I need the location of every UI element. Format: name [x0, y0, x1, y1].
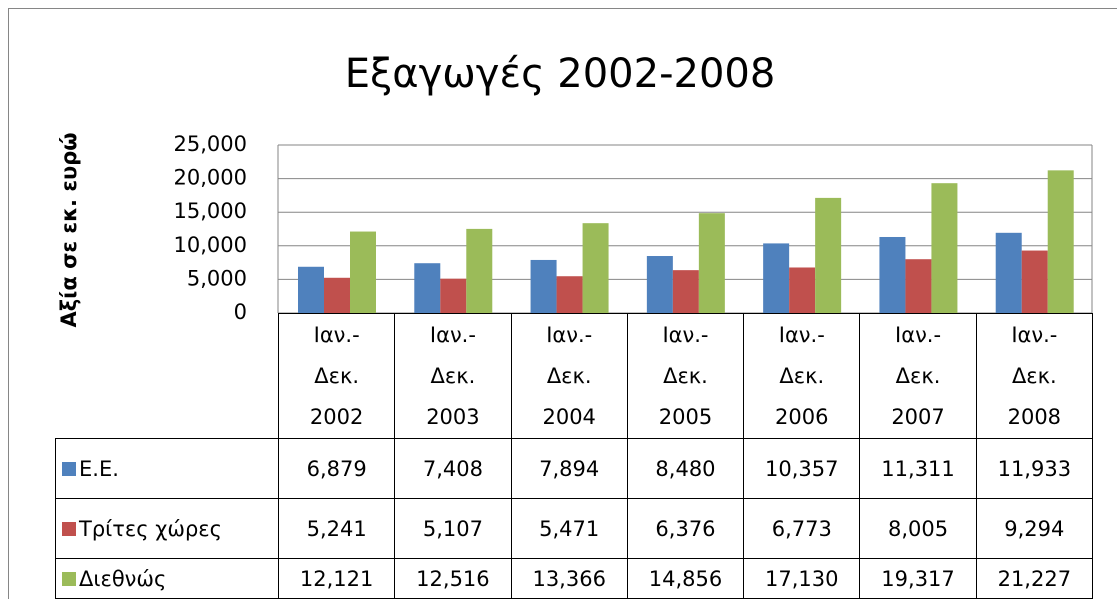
category-cell: Ιαν.- Δεκ. 2006: [743, 313, 861, 439]
value-cell: 12,516: [394, 558, 512, 599]
y-axis-label: Αξία σε εκ. ευρώ: [57, 133, 81, 328]
chart-border: [8, 8, 1117, 599]
bar: [698, 213, 725, 313]
value-cell: 10,357: [743, 438, 861, 499]
bar: [556, 276, 583, 313]
bar: [995, 232, 1022, 313]
value-cell: 9,294: [975, 498, 1093, 559]
bar: [879, 236, 906, 313]
bar: [646, 256, 673, 313]
y-tick-label: 25,000: [174, 132, 247, 156]
legend-key: [62, 571, 76, 586]
legend-label: Τρίτες χώρες: [79, 516, 222, 541]
blank-cell: [56, 314, 279, 439]
category-cell: Ιαν.- Δεκ. 2005: [626, 313, 745, 439]
bar: [815, 197, 842, 313]
legend-cell: Διεθνώς: [55, 558, 279, 599]
bar: [672, 270, 699, 313]
bar: [466, 228, 493, 313]
legend-key: [62, 461, 76, 476]
category-label: Ιαν.- Δεκ. 2004: [542, 322, 596, 429]
header-row: Ιαν.- Δεκ. 2002 Ιαν.- Δεκ. 2003 Ιαν.- Δεκ.…: [56, 313, 1093, 439]
value-cell: 6,879: [277, 438, 396, 499]
category-cell: Ιαν.- Δεκ. 2002: [277, 313, 396, 439]
series-row: Τρίτες χώρες 5,241 5,107 5,471 6,376 6,773 8,0…: [55, 498, 1093, 559]
bar: [1047, 170, 1074, 313]
bar: [789, 267, 816, 313]
series-row: Ε.Ε. 6,879 7,408 7,894 8,480 10,357 11,311 11,9…: [55, 438, 1093, 499]
series-row: Διεθνώς 12,121 12,516 13,366 14,856 17,130 19,…: [55, 558, 1093, 599]
y-tick-label: 10,000: [174, 233, 247, 257]
bar: [905, 259, 932, 313]
category-label: Ιαν.- Δεκ. 2006: [775, 322, 829, 429]
category-label: Ιαν.- Δεκ. 2007: [891, 322, 945, 429]
value-cell: 6,376: [626, 498, 745, 559]
value-cell: 13,366: [510, 558, 628, 599]
legend-label: Διεθνώς: [79, 566, 167, 591]
bar: [324, 277, 350, 313]
value-cell: 5,241: [277, 498, 396, 559]
value-cell: 19,317: [859, 558, 977, 599]
y-tick-label: 20,000: [174, 166, 247, 190]
y-tick-label: 0: [234, 300, 247, 324]
value-cell: 7,894: [510, 438, 628, 499]
category-label: Ιαν.- Δεκ. 2002: [309, 322, 364, 429]
category-cell: Ιαν.- Δεκ. 2008: [975, 313, 1093, 439]
bar: [763, 243, 790, 313]
value-cell: 11,933: [975, 438, 1093, 499]
value-cell: 21,227: [975, 558, 1093, 599]
data-table: Ιαν.- Δεκ. 2002 Ιαν.- Δεκ. 2003 Ιαν.- Δεκ.…: [55, 313, 1093, 599]
bar: [298, 266, 324, 313]
value-cell: 14,856: [626, 558, 745, 599]
value-cell: 7,408: [394, 438, 512, 499]
chart-title: Εξαγωγές 2002-2008: [345, 51, 776, 97]
category-label: Ιαν.- Δεκ. 2005: [658, 322, 713, 429]
bar: [582, 223, 609, 313]
category-label: Ιαν.- Δεκ. 2003: [426, 322, 480, 429]
category-cell: Ιαν.- Δεκ. 2003: [394, 313, 512, 439]
bar: [1021, 250, 1048, 313]
legend-label: Ε.Ε.: [79, 456, 119, 481]
category-cell: Ιαν.- Δεκ. 2004: [510, 313, 628, 439]
y-tick-label: 15,000: [174, 199, 247, 223]
legend-key: [62, 521, 76, 536]
bar: [440, 278, 467, 313]
value-cell: 8,480: [626, 438, 745, 499]
bar: [350, 231, 376, 313]
y-tick-label: 5,000: [187, 266, 247, 290]
value-cell: 8,005: [859, 498, 977, 559]
category-label: Ιαν.- Δεκ. 2008: [1007, 322, 1062, 429]
value-cell: 5,471: [510, 498, 628, 559]
value-cell: 5,107: [394, 498, 512, 559]
legend-cell: Ε.Ε.: [55, 438, 279, 499]
value-cell: 17,130: [743, 558, 861, 599]
value-cell: 11,311: [859, 438, 977, 499]
bar: [414, 263, 441, 313]
category-cell: Ιαν.- Δεκ. 2007: [859, 313, 977, 439]
legend-cell: Τρίτες χώρες: [55, 498, 279, 559]
value-cell: 12,121: [277, 558, 396, 599]
bar: [931, 183, 958, 313]
bar: [530, 259, 557, 313]
value-cell: 6,773: [743, 498, 861, 559]
